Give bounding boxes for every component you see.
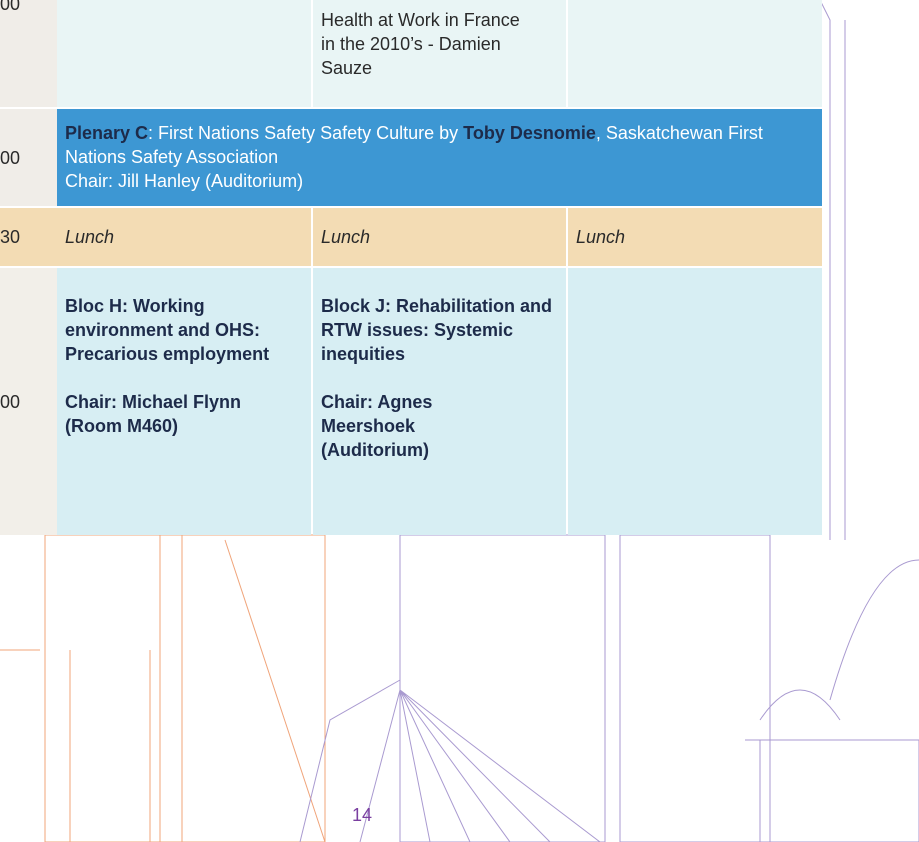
cell: Lunch [313,208,566,266]
block-chair: Chair: Agnes Meershoek (Auditorium) [321,392,433,460]
cell [568,268,822,535]
cell: Lunch [57,208,311,266]
time: 00 [0,391,21,412]
plenary-label: Plenary C [65,123,149,143]
cell: Health at Work in France in the 2010’s -… [313,0,566,107]
speaker: Toby Desnomie [463,123,596,143]
time: 30 [0,227,21,247]
time-cell: 00 [0,109,57,206]
cell-text: Health at Work in France in the 2010’s -… [321,10,520,78]
plenary-cell: Plenary C: First Nations Safety Safety C… [57,109,822,206]
lunch: Lunch [576,227,626,247]
block-cell: Bloc H: Working environment and OHS: Pre… [57,268,311,535]
organization: , Saskatchewan First Nations Safety Asso… [65,123,763,167]
block-title: Bloc H: Working environment and OHS: Pre… [65,296,270,364]
time-cell: 00 [0,0,57,107]
time-cell: 00 [0,268,57,535]
cell [57,0,311,107]
time: 00 [0,147,21,168]
cell: Lunch [568,208,822,266]
cell [568,0,822,107]
lunch: Lunch [321,227,371,247]
chair: Chair: Jill Hanley (Auditorium) [65,171,304,191]
block-chair: Chair: Michael Flynn (Room M460) [65,392,242,436]
time-cell: 30 [0,208,57,266]
block-cell: Block J: Rehabilitation and RTW issues: … [313,268,566,535]
plenary-text: : First Nations Safety Safety Culture by [148,123,464,143]
lunch: Lunch [65,227,115,247]
page-number: 14 [352,805,373,825]
block-title: Block J: Rehabilitation and RTW issues: … [321,296,553,364]
time: 00 [0,0,21,14]
